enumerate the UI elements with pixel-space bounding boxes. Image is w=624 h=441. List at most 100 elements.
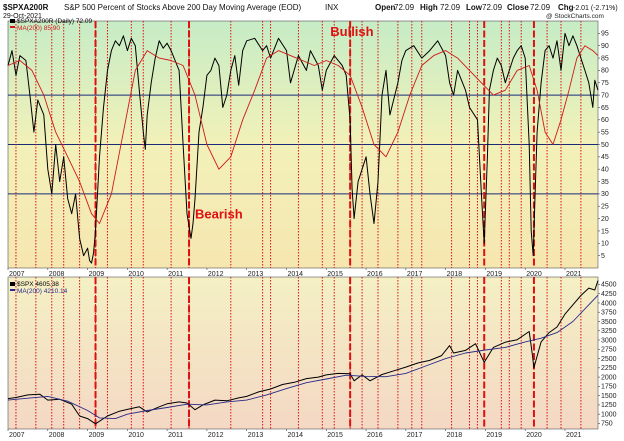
y-tick-label: 1000 <box>601 411 617 418</box>
y-tick-label: 30 <box>601 191 609 198</box>
y-tick-label: 2250 <box>601 365 617 372</box>
x-tick-label: 2021 <box>566 271 582 278</box>
x-tick-label: 2014 <box>287 271 303 278</box>
bottom-y-axis: 4500 4250 4000 3750 3500 3250 3000 2750 2500 2250… <box>598 282 617 428</box>
legend-swatch-ma200-top <box>10 26 15 28</box>
y-tick-label: 10 <box>601 241 609 248</box>
x-tick-label: 2010 <box>128 432 144 439</box>
y-tick-label: 40 <box>601 167 609 174</box>
y-tick-label: 25 <box>601 204 609 211</box>
y-tick-label: 55 <box>601 129 609 136</box>
x-tick-label: 2016 <box>367 432 383 439</box>
y-tick-label: 4000 <box>601 300 617 307</box>
top-horizontal-levels <box>8 94 598 195</box>
legend-spx: $SPX 4605.38 <box>17 281 59 288</box>
y-tick-label: 35 <box>601 179 609 186</box>
x-tick-label: 2015 <box>327 271 343 278</box>
y-tick-label: 65 <box>601 105 609 112</box>
x-tick-label: 2015 <box>327 432 343 439</box>
x-tick-label: 2007 <box>9 271 25 278</box>
top-y-axis: 95 90 85 80 75 70 65 60 55 50 45 40 35 30 25 20 15 10 5 <box>598 31 609 260</box>
x-tick-label: 2007 <box>9 432 25 439</box>
x-tick-label: 2012 <box>208 432 224 439</box>
x-tick-label: 2017 <box>407 271 423 278</box>
y-tick-label: 3250 <box>601 328 617 335</box>
low-value: 72.09 <box>482 3 503 12</box>
x-tick-label: 2011 <box>168 271 183 278</box>
open-value: 72.09 <box>394 3 415 12</box>
chart-header: $SPXA200R S&P 500 Percent of Stocks Abov… <box>3 3 618 20</box>
y-tick-label: 15 <box>601 228 609 235</box>
y-tick-label: 2500 <box>601 356 617 363</box>
low-label: Low <box>466 3 483 12</box>
legend-ma200-top: MA(200) 85.90 <box>17 25 60 32</box>
x-tick-label: 2020 <box>526 271 542 278</box>
bottom-series-lines <box>7 280 599 425</box>
y-tick-label: 80 <box>601 68 609 75</box>
y-tick-label: 50 <box>601 142 609 149</box>
x-tick-label: 2008 <box>49 432 65 439</box>
watermark: @ StockCharts.com <box>546 13 604 20</box>
legend-spxa200r: $SPXA200R (Daily) 72.09 <box>17 18 93 25</box>
y-tick-label: 3500 <box>601 319 617 326</box>
series-line-ma200 <box>7 294 599 420</box>
y-tick-label: 1750 <box>601 384 617 391</box>
close-value: 72.09 <box>530 3 551 12</box>
bottom-x-axis: 2007 2008 2009 2010 2011 2012 2013 2014 2015 2016… <box>7 429 582 439</box>
y-tick-label: 2750 <box>601 347 617 354</box>
legend-swatch-spxa200r <box>10 19 15 23</box>
x-tick-label: 2009 <box>89 432 105 439</box>
top-series-lines <box>7 32 599 264</box>
legend-swatch-ma200-bottom <box>10 289 15 291</box>
bottom-panel: 4500 4250 4000 3750 3500 3250 3000 2750 2500 2250… <box>7 276 617 439</box>
bottom-legend: $SPX 4605.38 MA(200) 4210.14 <box>10 281 68 295</box>
x-tick-label: 2020 <box>526 432 542 439</box>
top-x-axis: 2007 2008 2009 2010 2011 2012 2013 2014 2015 2016… <box>7 268 582 278</box>
y-tick-label: 5 <box>601 253 605 260</box>
x-tick-label: 2019 <box>486 432 502 439</box>
x-tick-label: 2008 <box>49 271 65 278</box>
high-value: 72.09 <box>440 3 461 12</box>
x-tick-label: 2016 <box>367 271 383 278</box>
x-tick-label: 2018 <box>447 271 463 278</box>
series-line-ma200 <box>7 45 599 224</box>
x-tick-label: 2021 <box>566 432 582 439</box>
symbol-description: S&P 500 Percent of Stocks Above 200 Day … <box>64 3 302 12</box>
annotation-bullish: Bullish <box>330 24 373 39</box>
legend-swatch-spx <box>10 282 15 286</box>
y-tick-label: 90 <box>601 43 609 50</box>
y-tick-label: 2000 <box>601 374 617 381</box>
high-label: High <box>420 3 438 12</box>
x-tick-label: 2012 <box>208 271 224 278</box>
x-tick-label: 2010 <box>128 271 144 278</box>
bottom-panel-background <box>7 276 599 430</box>
date-label: 29-Oct-2021 <box>3 13 42 20</box>
y-tick-label: 60 <box>601 117 609 124</box>
y-tick-label: 3750 <box>601 310 617 317</box>
y-tick-label: 75 <box>601 80 609 87</box>
x-tick-label: 2019 <box>486 271 502 278</box>
y-tick-label: 1250 <box>601 402 617 409</box>
y-tick-label: 4500 <box>601 282 617 289</box>
x-tick-label: 2013 <box>248 271 264 278</box>
y-tick-label: 70 <box>601 92 609 99</box>
y-tick-label: 4250 <box>601 291 617 298</box>
symbol-label: $SPXA200R <box>3 3 49 12</box>
y-tick-label: 3000 <box>601 337 617 344</box>
top-legend: $SPXA200R (Daily) 72.09 MA(200) 85.90 <box>10 18 93 32</box>
y-tick-label: 85 <box>601 55 609 62</box>
annotation-bearish: Bearish <box>195 207 243 222</box>
y-tick-label: 95 <box>601 31 609 38</box>
y-tick-label: 750 <box>601 421 613 428</box>
bottom-vertical-markers <box>15 277 582 429</box>
series-line-price <box>7 32 599 264</box>
chg-value: -2.01 (-2.71%) <box>573 5 618 12</box>
close-label: Close <box>507 3 529 12</box>
chg-label: Chg <box>558 3 574 12</box>
x-tick-label: 2011 <box>168 432 183 439</box>
y-tick-label: 20 <box>601 216 609 223</box>
open-label: Open <box>375 3 396 12</box>
y-tick-label: 45 <box>601 154 609 161</box>
